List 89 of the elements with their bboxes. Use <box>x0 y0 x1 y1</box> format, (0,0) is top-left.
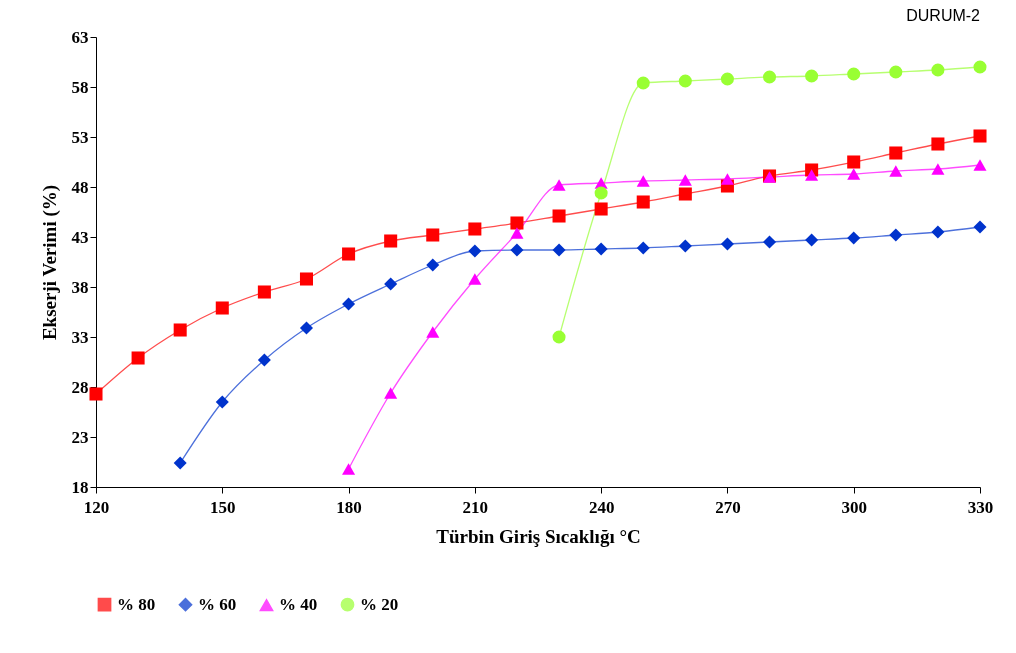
y-tick-label: 18 <box>71 477 89 497</box>
y-tick-label: 23 <box>71 427 89 447</box>
point <box>468 222 482 236</box>
point <box>468 273 482 285</box>
point <box>678 187 692 201</box>
point <box>805 169 819 181</box>
point <box>594 202 608 216</box>
point <box>384 234 398 248</box>
point <box>720 237 734 251</box>
point <box>552 179 566 191</box>
x-tick-label: 120 <box>83 497 110 517</box>
point <box>89 387 103 401</box>
x-tick-label: 150 <box>210 497 236 517</box>
point <box>973 159 987 171</box>
point <box>931 137 945 151</box>
point <box>889 146 903 160</box>
legend-label: % 60 <box>198 594 237 614</box>
y-tick-label: 33 <box>71 327 89 347</box>
point <box>173 323 187 337</box>
x-tick-label: 240 <box>588 497 615 517</box>
x-tick-label: 330 <box>967 497 994 517</box>
legend-label: % 40 <box>279 595 318 615</box>
point <box>215 301 229 315</box>
point <box>552 209 566 223</box>
y-tick-label: 28 <box>71 377 89 397</box>
point <box>384 387 398 399</box>
point <box>636 76 650 90</box>
point <box>847 231 861 245</box>
point <box>131 351 145 365</box>
point <box>215 395 229 409</box>
point <box>847 67 861 81</box>
point <box>510 216 524 230</box>
point <box>594 242 608 256</box>
y-tick-label: 43 <box>71 227 89 247</box>
point <box>805 233 819 247</box>
y-tick-label: 58 <box>71 77 89 97</box>
legend-label: % 80 <box>117 594 156 614</box>
point <box>384 277 398 291</box>
point <box>426 258 440 272</box>
y-tick-label: 38 <box>71 277 89 297</box>
point <box>931 225 945 239</box>
point <box>426 228 440 242</box>
point <box>720 173 734 185</box>
point <box>552 330 566 344</box>
y-axis-title: Ekserji Verimi (%) <box>38 184 61 341</box>
point <box>889 165 903 177</box>
text: DURUM-2 <box>906 7 981 24</box>
point <box>678 74 692 88</box>
point <box>847 155 861 169</box>
point <box>257 353 271 367</box>
point <box>173 456 187 470</box>
point <box>426 326 440 338</box>
point <box>805 69 819 83</box>
point <box>342 297 356 311</box>
point <box>931 163 945 175</box>
x-axis-title: Türbin Giriş Sıcaklığı °C <box>436 525 641 547</box>
point <box>973 60 987 74</box>
point <box>636 195 650 209</box>
point <box>636 241 650 255</box>
point <box>342 247 356 261</box>
x-tick-label: 270 <box>715 497 741 517</box>
point <box>973 129 987 143</box>
legend-label: % 20 <box>360 594 399 614</box>
point <box>299 321 313 335</box>
point <box>299 272 313 286</box>
point <box>510 243 524 257</box>
point <box>678 239 692 253</box>
point <box>763 70 777 84</box>
point <box>342 463 356 475</box>
x-tick-label: 210 <box>462 497 489 517</box>
point <box>636 175 650 187</box>
point <box>678 174 692 186</box>
y-tick-label: 48 <box>71 177 89 197</box>
point <box>257 285 271 299</box>
point <box>931 63 945 77</box>
x-tick-label: 180 <box>336 497 362 517</box>
x-tick-label: 300 <box>841 497 867 517</box>
y-tick-label: 63 <box>71 27 89 47</box>
y-tick-label: 53 <box>71 127 89 147</box>
point <box>594 186 608 200</box>
point <box>763 235 777 249</box>
point <box>973 220 987 234</box>
point <box>889 228 903 242</box>
point <box>552 243 566 257</box>
point <box>468 244 482 258</box>
point <box>889 65 903 79</box>
point <box>847 168 861 180</box>
point <box>510 227 524 239</box>
point <box>720 72 734 86</box>
